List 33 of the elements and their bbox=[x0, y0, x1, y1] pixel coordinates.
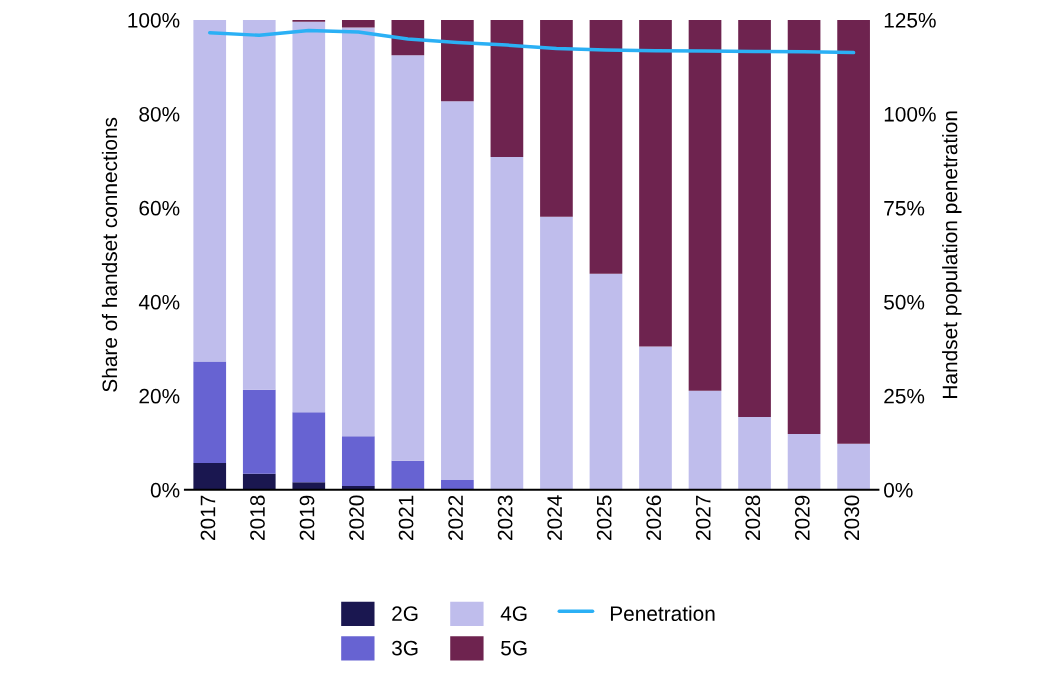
x-tick-label: 2021 bbox=[398, 495, 414, 540]
y-tick-label: 60% bbox=[139, 200, 180, 216]
x-tick-label: 2024 bbox=[547, 495, 563, 540]
x-tick-label: 2018 bbox=[250, 495, 265, 540]
y2-axis-title: Handset population penetration bbox=[942, 111, 962, 398]
legend-label: Penetration bbox=[610, 605, 715, 622]
x-tick-label: 2029 bbox=[794, 495, 810, 540]
y-tick-label: 40% bbox=[138, 294, 180, 310]
x-tick-label: 2030 bbox=[844, 495, 860, 540]
x-tick-label: 2020 bbox=[349, 495, 364, 540]
legend-label: 2G bbox=[392, 606, 418, 622]
y2-tick-label: 25% bbox=[884, 388, 925, 404]
y-tick-label: 80% bbox=[139, 106, 180, 122]
y-axis-title: Share of handset connections bbox=[101, 117, 118, 392]
y-tick-label: 20% bbox=[139, 388, 180, 404]
x-tick-label: 2019 bbox=[299, 495, 315, 540]
x-tick-label: 2017 bbox=[200, 495, 216, 540]
x-tick-label: 2027 bbox=[695, 495, 711, 540]
x-tick-label: 2028 bbox=[745, 495, 761, 540]
x-tick-label: 2025 bbox=[596, 495, 612, 540]
y2-tick-label: 125% bbox=[884, 12, 936, 28]
y2-tick-label: 100% bbox=[884, 106, 936, 122]
y-tick-label: 100% bbox=[128, 12, 180, 28]
legend-label: 3G bbox=[391, 640, 418, 656]
y2-tick-label: 75% bbox=[884, 200, 925, 216]
x-tick-label: 2023 bbox=[497, 495, 513, 540]
y2-tick-label: 50% bbox=[884, 294, 925, 310]
legend-label: 5G bbox=[501, 640, 527, 656]
y-tick-label: 0% bbox=[150, 482, 180, 498]
x-tick-label: 2026 bbox=[646, 495, 662, 540]
legend-label: 4G bbox=[500, 606, 527, 622]
x-tick-label: 2022 bbox=[448, 495, 463, 540]
y2-tick-label: 0% bbox=[884, 482, 913, 498]
